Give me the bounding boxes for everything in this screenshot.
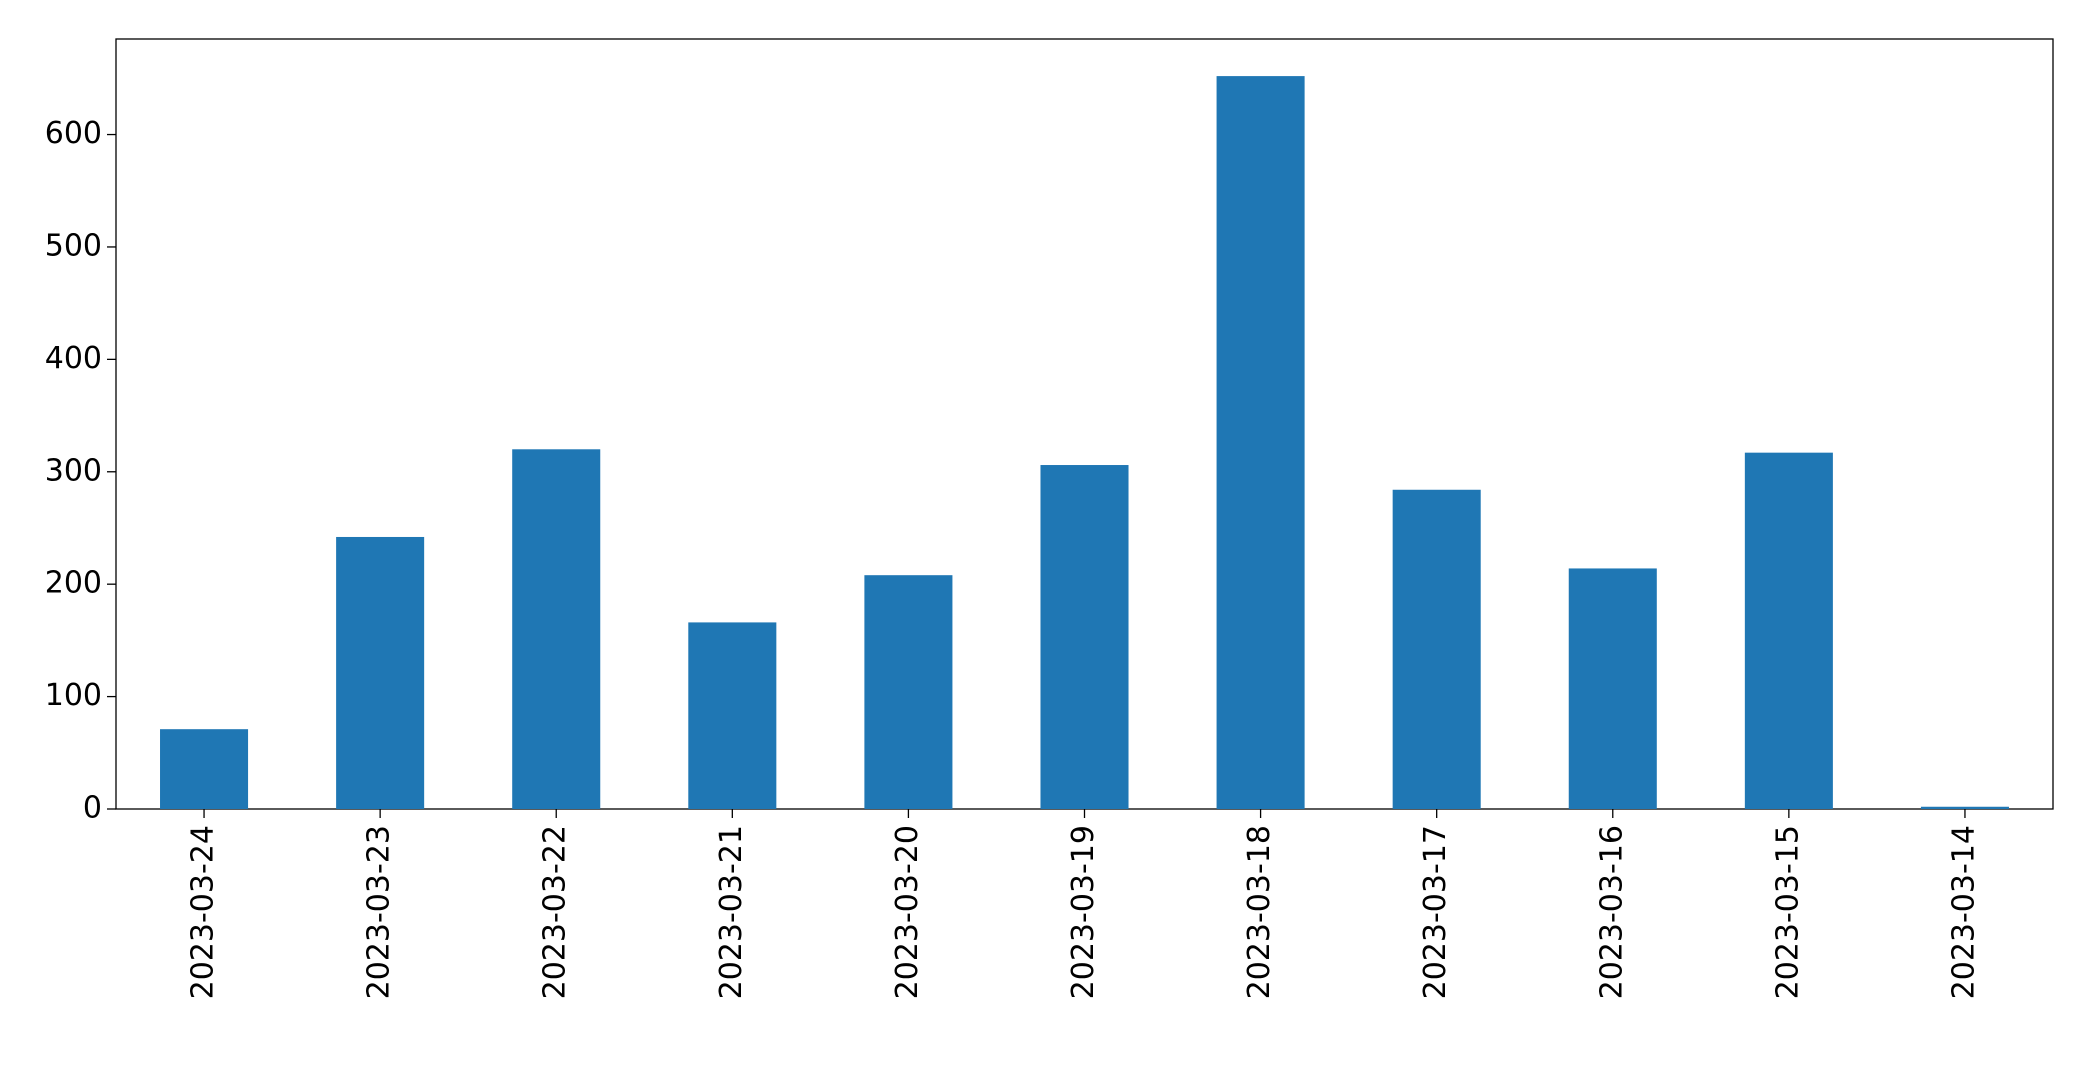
bar xyxy=(1040,465,1129,809)
x-tick-label: 2023-03-24 xyxy=(186,825,221,999)
x-tick-label: 2023-03-18 xyxy=(1242,825,1277,999)
x-tick-label: 2023-03-22 xyxy=(538,825,573,999)
bar xyxy=(336,536,425,809)
y-tick-label: 200 xyxy=(45,566,102,601)
x-tick-label: 2023-03-16 xyxy=(1594,825,1629,999)
x-tick-label: 2023-03-23 xyxy=(362,825,397,999)
y-tick-label: 300 xyxy=(45,453,102,488)
y-tick-label: 400 xyxy=(45,341,102,376)
y-tick-label: 600 xyxy=(45,116,102,151)
bar xyxy=(1568,568,1657,809)
bar xyxy=(1744,452,1833,809)
x-tick-label: 2023-03-15 xyxy=(1770,825,1805,999)
bar xyxy=(864,575,953,809)
x-tick-label: 2023-03-20 xyxy=(890,825,925,999)
y-tick-label: 100 xyxy=(45,678,102,713)
bar xyxy=(688,622,777,809)
bar xyxy=(1920,806,2009,809)
y-tick-label: 0 xyxy=(83,791,102,826)
bar xyxy=(1392,489,1481,809)
bar xyxy=(1216,76,1305,809)
x-tick-label: 2023-03-17 xyxy=(1418,825,1453,999)
x-tick-label: 2023-03-14 xyxy=(1946,825,1981,999)
bar xyxy=(160,729,249,809)
x-tick-label: 2023-03-21 xyxy=(714,825,749,999)
x-tick-label: 2023-03-19 xyxy=(1066,825,1101,999)
bar xyxy=(512,449,601,809)
y-tick-label: 500 xyxy=(45,228,102,263)
